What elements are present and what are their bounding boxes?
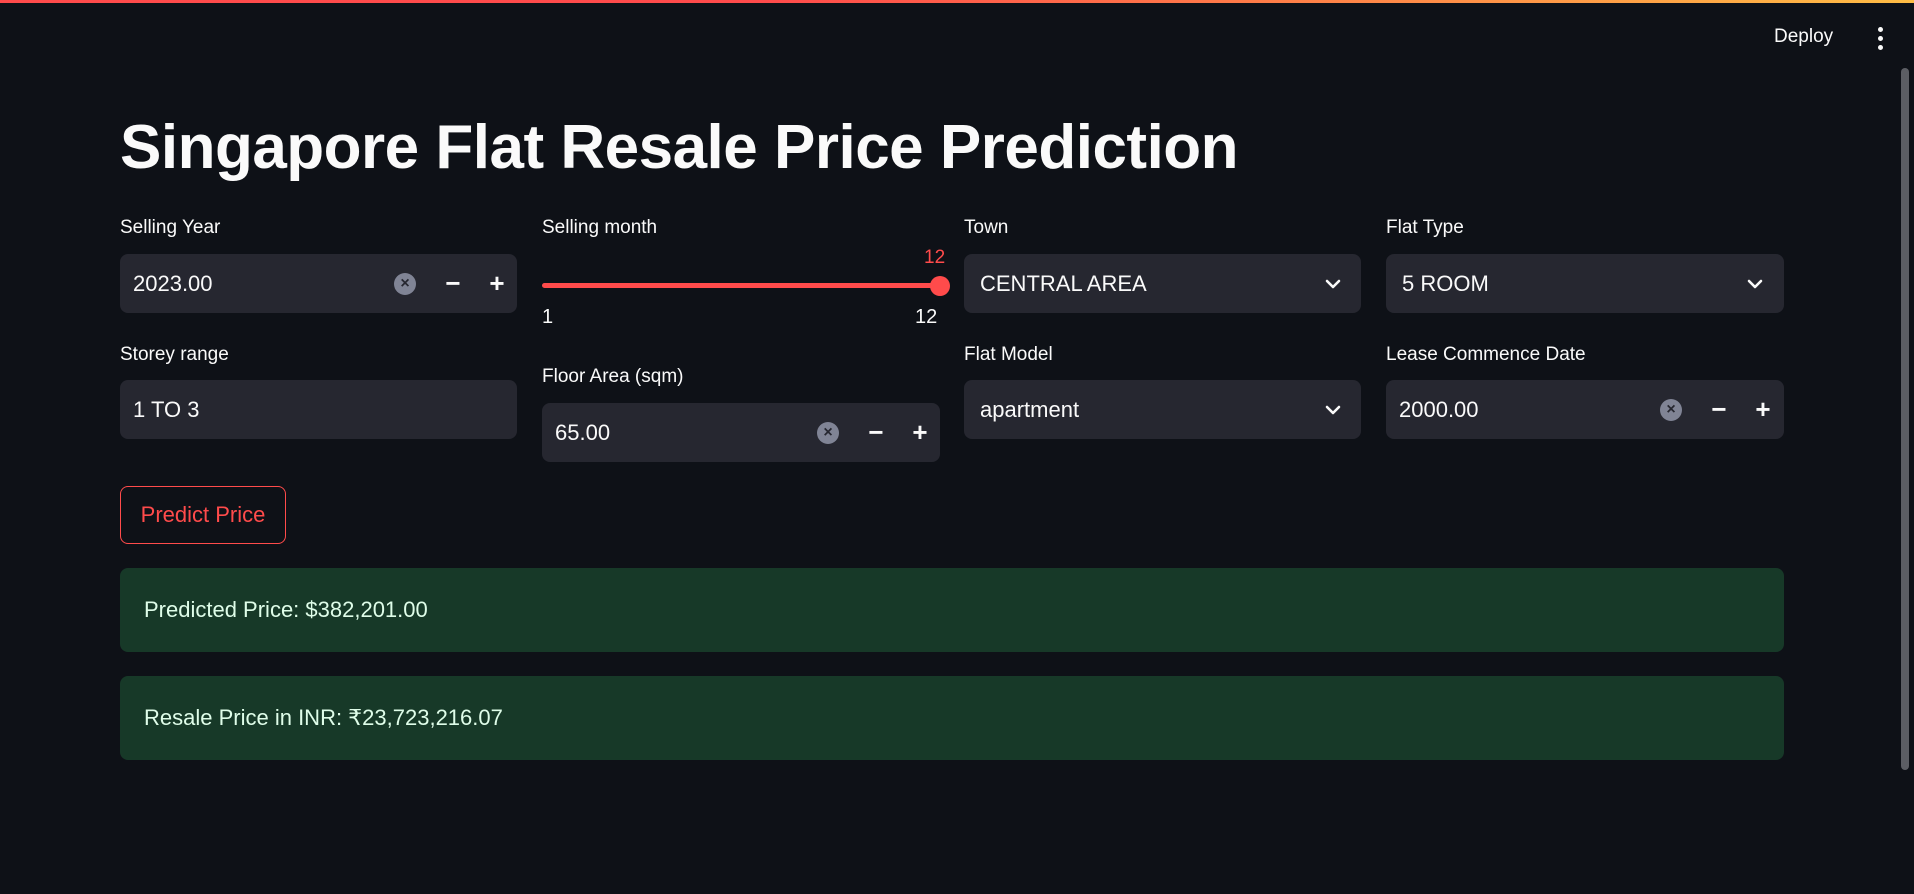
predicted-price-text: Predicted Price: $382,201.00 [144, 597, 428, 622]
flat-type-select[interactable]: 5 ROOM [1386, 254, 1784, 313]
clear-icon[interactable]: × [1660, 399, 1682, 421]
chevron-down-icon [1325, 405, 1341, 415]
predict-price-button[interactable]: Predict Price [120, 486, 286, 544]
resale-price-inr-alert: Resale Price in INR: ₹23,723,216.07 [120, 676, 1784, 760]
clear-icon[interactable]: × [394, 273, 416, 295]
selling-month-slider-thumb[interactable] [930, 276, 950, 296]
page-title: Singapore Flat Resale Price Prediction [120, 113, 1239, 182]
selling-month-current-value: 12 [924, 247, 946, 268]
selling-month-label: Selling month [542, 217, 658, 238]
lease-commence-date-label: Lease Commence Date [1386, 344, 1586, 365]
vertical-dots-icon [1877, 35, 1883, 41]
floor-area-value: 65.00 [555, 420, 611, 445]
selling-month-slider-track[interactable] [542, 283, 940, 288]
town-select[interactable]: CENTRAL AREA [964, 254, 1361, 313]
flat-type-label: Flat Type [1386, 217, 1464, 238]
clear-icon[interactable]: × [817, 422, 839, 444]
selling-year-label: Selling Year [120, 217, 221, 238]
resale-price-inr-text: Resale Price in INR: ₹23,723,216.07 [144, 705, 503, 730]
selling-year-value: 2023.00 [133, 271, 213, 296]
storey-range-input[interactable]: 1 TO 3 [120, 380, 517, 439]
deploy-button[interactable]: Deploy [1774, 26, 1834, 47]
floor-area-input[interactable]: 65.00 × − + [542, 403, 940, 462]
lease-commence-date-increment-button[interactable]: + [1755, 394, 1771, 424]
storey-range-value: 1 TO 3 [133, 397, 200, 422]
vertical-dots-icon [1877, 26, 1883, 32]
lease-commence-date-input[interactable]: 2000.00 × − + [1386, 380, 1784, 439]
selling-year-decrement-button[interactable]: − [445, 268, 461, 298]
flat-model-select[interactable]: apartment [964, 380, 1361, 439]
selling-year-input[interactable]: 2023.00 × − + [120, 254, 517, 313]
lease-commence-date-decrement-button[interactable]: − [1711, 394, 1727, 424]
flat-model-label: Flat Model [964, 344, 1053, 365]
floor-area-decrement-button[interactable]: − [868, 417, 884, 447]
flat-type-selected-value: 5 ROOM [1402, 271, 1489, 296]
selling-month-max-label: 12 [915, 306, 938, 328]
vertical-dots-icon [1877, 44, 1883, 50]
floor-area-label: Floor Area (sqm) [542, 366, 684, 387]
flat-model-selected-value: apartment [980, 397, 1080, 422]
predicted-price-alert: Predicted Price: $382,201.00 [120, 568, 1784, 652]
selling-month-min-label: 1 [542, 306, 554, 328]
chevron-down-icon [1747, 279, 1763, 289]
selling-year-increment-button[interactable]: + [489, 268, 505, 298]
app-header: Deploy [0, 3, 1914, 68]
chevron-down-icon [1325, 279, 1341, 289]
town-selected-value: CENTRAL AREA [980, 271, 1147, 296]
main-menu-button[interactable] [1862, 20, 1898, 56]
lease-commence-date-value: 2000.00 [1399, 397, 1479, 422]
floor-area-increment-button[interactable]: + [912, 417, 928, 447]
vertical-scrollbar[interactable] [1901, 68, 1909, 770]
storey-range-label: Storey range [120, 344, 229, 365]
top-decoration-bar [0, 0, 1914, 3]
town-label: Town [964, 217, 1009, 238]
